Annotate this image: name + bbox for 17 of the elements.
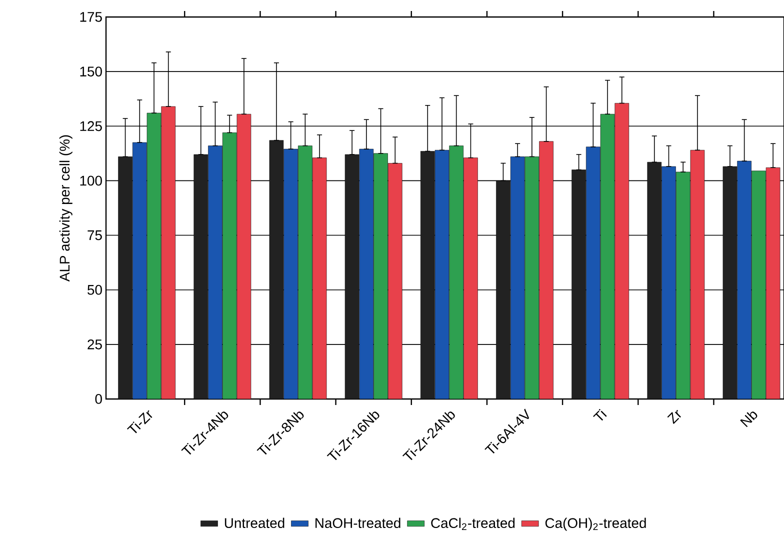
legend-label: Ca(OH)$_{2}$-treated (545, 518, 646, 531)
y-tick-label: 150 (80, 66, 102, 76)
y-tick-label: 25 (88, 339, 102, 350)
x-tick-label: Nb (740, 412, 758, 428)
x-tick-label: Zr (667, 410, 681, 424)
y-tick-label: 75 (88, 230, 102, 240)
x-tick-label: Ti (593, 408, 607, 421)
y-axis-title: ALP activity per cell (%) (59, 135, 72, 282)
y-tick-label: 50 (88, 284, 102, 295)
legend-label: NaOH-treated (316, 518, 400, 528)
y-tick-label: 100 (80, 176, 102, 186)
y-tick-label: 125 (80, 121, 102, 132)
y-tick-label: 0 (95, 394, 102, 404)
y-tick-label: 175 (80, 12, 102, 22)
legend-label: CaCl$_{2}$-treated (431, 518, 515, 530)
x-tick-label: Ti-Zr (126, 410, 152, 434)
legend-label: Untreated (224, 518, 284, 528)
